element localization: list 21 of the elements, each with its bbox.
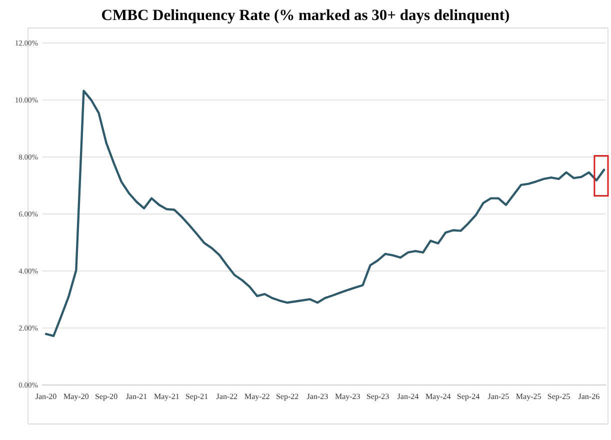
x-tick-label: Jan-24 (397, 392, 419, 401)
x-tick-label: Jan-21 (126, 392, 148, 401)
x-tick-label: Jan-22 (216, 392, 238, 401)
x-tick-label: Sep-25 (547, 392, 570, 401)
x-tick-label: May-20 (64, 392, 89, 401)
x-tick-label: May-25 (516, 392, 542, 401)
x-tick-label: Jan-26 (578, 392, 600, 401)
x-tick-label: Sep-22 (276, 392, 299, 401)
x-tick-label: May-21 (154, 392, 180, 401)
x-tick-label: Jan-20 (35, 392, 57, 401)
x-tick-label: Jan-23 (306, 392, 328, 401)
x-tick-label: Sep-23 (366, 392, 390, 401)
x-tick-label: May-22 (244, 392, 270, 401)
chart-title: CMBC Delinquency Rate (% marked as 30+ days delinquent) (101, 7, 510, 24)
x-tick-label: May-24 (425, 392, 451, 401)
line-series (44, 90, 606, 338)
x-tick-label: Sep-20 (94, 392, 118, 401)
x-tick-label: Sep-21 (185, 392, 208, 401)
x-tick-label: Jan-25 (488, 392, 510, 401)
x-tick-label: May-23 (334, 392, 360, 401)
x-tick-label: Sep-24 (456, 392, 480, 401)
